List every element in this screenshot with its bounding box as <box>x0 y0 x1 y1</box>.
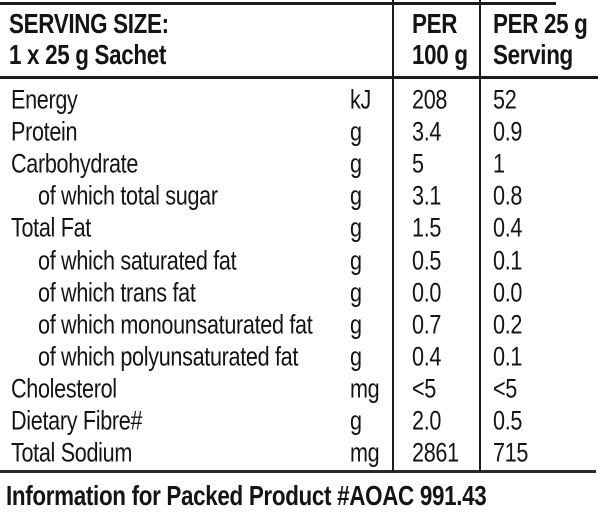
row-per100-value: 2861 <box>412 437 459 468</box>
row-unit: g <box>350 212 362 243</box>
row-label: of which saturated fat <box>38 245 237 276</box>
row-per25-value: 0.4 <box>493 212 523 243</box>
nutrient-rows: Energy kJ 208 52 Protein g 3.4 0.9 Carbo… <box>0 84 600 469</box>
row-per25-value: 0.5 <box>493 405 523 436</box>
row-per100-value: 0.5 <box>412 245 442 276</box>
row-unit: g <box>350 341 362 372</box>
per-100g-header-line1: PER <box>412 8 458 39</box>
row-label: of which monounsaturated fat <box>38 309 313 340</box>
table-row-total-fat: Total Fat g 1.5 0.4 <box>0 212 600 244</box>
row-unit: mg <box>350 437 380 468</box>
table-row-total-sugar: of which total sugar g 3.1 0.8 <box>0 180 600 212</box>
per-100g-column-header: PER 100 g <box>412 8 482 70</box>
row-label: of which total sugar <box>38 180 218 211</box>
table-row-energy: Energy kJ 208 52 <box>0 84 600 116</box>
row-unit: g <box>350 309 362 340</box>
row-per100-value: 0.0 <box>412 277 442 308</box>
column-divider-per100 <box>392 0 394 472</box>
row-per25-value: 715 <box>493 437 529 468</box>
table-row-cholesterol: Cholesterol mg <5 <5 <box>0 373 600 405</box>
table-row-polyunsaturated-fat: of which polyunsaturated fat g 0.4 0.1 <box>0 341 600 373</box>
row-per100-value: 3.1 <box>412 180 442 211</box>
header-bottom-rule <box>0 76 598 79</box>
row-per25-value: <5 <box>493 373 517 404</box>
row-label: Protein <box>11 116 78 147</box>
row-per25-value: 52 <box>493 84 517 115</box>
row-unit: g <box>350 180 362 211</box>
column-divider-per25 <box>479 0 481 472</box>
row-label: Dietary Fibre# <box>11 405 143 436</box>
table-row-dietary-fibre: Dietary Fibre# g 2.0 0.5 <box>0 405 600 437</box>
per-25g-column-header: PER 25 g Serving <box>493 8 600 70</box>
footer-separator-rule <box>0 470 596 473</box>
serving-size-title: SERVING SIZE: <box>9 8 169 39</box>
row-per25-value: 0.8 <box>493 180 523 211</box>
row-unit: g <box>350 245 362 276</box>
footnote-text: Information for Packed Product #AOAC 991… <box>6 480 487 511</box>
table-row-protein: Protein g 3.4 0.9 <box>0 116 600 148</box>
row-label: of which polyunsaturated fat <box>38 341 299 372</box>
row-per100-value: <5 <box>412 373 436 404</box>
row-per25-value: 0.2 <box>493 309 523 340</box>
row-unit: kJ <box>350 84 371 115</box>
row-per100-value: 0.4 <box>412 341 442 372</box>
serving-size-subtitle: 1 x 25 g Sachet <box>9 39 167 70</box>
table-top-rule <box>0 2 556 5</box>
row-per25-value: 0.1 <box>493 245 523 276</box>
row-label: Cholesterol <box>11 373 117 404</box>
per-25g-header-line1: PER 25 g <box>493 8 588 39</box>
row-per25-value: 0.9 <box>493 116 523 147</box>
row-label: Total Fat <box>11 212 91 243</box>
row-unit: g <box>350 277 362 308</box>
packed-product-footnote: Information for Packed Product #AOAC 991… <box>6 480 600 512</box>
per-100g-header-line2: 100 g <box>412 39 468 70</box>
serving-size-header: SERVING SIZE: 1 x 25 g Sachet <box>9 8 209 70</box>
row-per100-value: 5 <box>412 148 424 179</box>
row-per25-value: 0.1 <box>493 341 523 372</box>
row-per100-value: 208 <box>412 84 448 115</box>
row-per100-value: 0.7 <box>412 309 442 340</box>
row-label: Carbohydrate <box>11 148 139 179</box>
row-unit: mg <box>350 373 380 404</box>
table-row-trans-fat: of which trans fat g 0.0 0.0 <box>0 277 600 309</box>
table-row-saturated-fat: of which saturated fat g 0.5 0.1 <box>0 244 600 276</box>
row-per100-value: 1.5 <box>412 212 442 243</box>
row-label: Energy <box>11 84 78 115</box>
row-unit: g <box>350 148 362 179</box>
table-row-carbohydrate: Carbohydrate g 5 1 <box>0 148 600 180</box>
row-per25-value: 1 <box>493 148 505 179</box>
table-row-monounsaturated-fat: of which monounsaturated fat g 0.7 0.2 <box>0 309 600 341</box>
per-25g-header-line2: Serving <box>493 39 573 70</box>
row-label: Total Sodium <box>11 437 133 468</box>
row-unit: g <box>350 116 362 147</box>
row-unit: g <box>350 405 362 436</box>
row-per100-value: 2.0 <box>412 405 442 436</box>
row-per100-value: 3.4 <box>412 116 442 147</box>
row-label: of which trans fat <box>38 277 196 308</box>
table-row-total-sodium: Total Sodium mg 2861 715 <box>0 437 600 469</box>
row-per25-value: 0.0 <box>493 277 523 308</box>
